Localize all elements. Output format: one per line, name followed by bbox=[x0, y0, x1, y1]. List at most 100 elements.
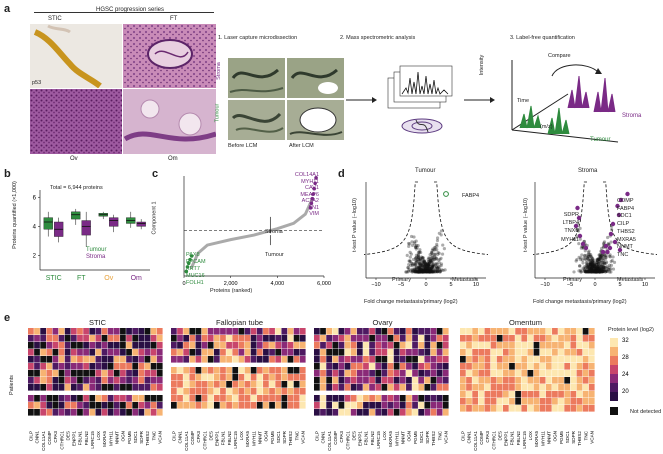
d-point bbox=[425, 267, 429, 271]
heatmap-cell bbox=[126, 328, 132, 335]
heatmap-cell bbox=[275, 381, 282, 388]
heatmap-cell bbox=[344, 335, 351, 342]
d-point bbox=[417, 270, 421, 274]
d-point bbox=[607, 254, 612, 258]
heatmap-cell bbox=[326, 363, 333, 370]
heatmap-cell bbox=[293, 381, 300, 388]
heatmap-cell bbox=[46, 409, 53, 416]
d-point bbox=[424, 266, 428, 270]
d-point bbox=[596, 258, 600, 262]
heatmap-cell bbox=[281, 356, 288, 363]
intensity-label: Intensity bbox=[479, 54, 486, 76]
heatmap-cell bbox=[120, 363, 126, 370]
heatmap-gene-label: LRRC15 bbox=[376, 431, 381, 449]
d-point bbox=[591, 261, 596, 265]
heatmap-cell bbox=[77, 328, 83, 335]
heatmap-cell bbox=[195, 374, 202, 381]
heatmap-cell bbox=[472, 391, 479, 398]
heatmap-cell bbox=[275, 335, 282, 342]
heatmap-cell bbox=[552, 349, 558, 356]
heatmap-cell bbox=[381, 377, 388, 384]
heatmap-cell bbox=[52, 402, 59, 409]
d-point bbox=[584, 269, 589, 273]
d-point bbox=[415, 270, 419, 274]
d-point bbox=[418, 256, 422, 260]
heatmap-cell bbox=[338, 370, 345, 377]
d-point bbox=[419, 270, 423, 274]
heatmap-cell bbox=[412, 409, 418, 416]
d-point bbox=[427, 263, 431, 267]
d-point bbox=[594, 269, 598, 273]
d-stroma-hit bbox=[605, 249, 610, 255]
d-point bbox=[589, 261, 594, 265]
heatmap-cell bbox=[226, 395, 232, 402]
d-point bbox=[426, 270, 430, 274]
heatmap-cell bbox=[533, 398, 540, 405]
d-point bbox=[609, 270, 613, 274]
heatmap-gene-label: VCAN bbox=[443, 431, 448, 444]
heatmap-cell bbox=[107, 384, 114, 391]
heatmap-cell bbox=[552, 328, 558, 335]
heatmap-cell bbox=[478, 335, 485, 342]
heatmap-cell bbox=[40, 384, 47, 391]
heatmap-cell bbox=[232, 381, 239, 388]
d-point bbox=[580, 253, 584, 257]
heatmap-gene-label: CPA3 bbox=[485, 431, 490, 443]
heatmap-cell bbox=[52, 356, 59, 363]
heatmap-cell bbox=[502, 405, 509, 412]
d-point bbox=[431, 247, 435, 251]
heatmap-cell bbox=[515, 405, 521, 412]
heatmap-cell bbox=[299, 395, 306, 402]
heatmap-gene-label: FBLN1 bbox=[78, 431, 83, 446]
heatmap-cell bbox=[150, 349, 157, 356]
d-point bbox=[428, 256, 432, 260]
d-point bbox=[426, 263, 430, 267]
heatmap-cell bbox=[120, 349, 126, 356]
heatmap-cell bbox=[189, 374, 196, 381]
heatmap-cell bbox=[126, 402, 132, 409]
heatmap-cell bbox=[502, 384, 509, 391]
d-point bbox=[594, 270, 598, 274]
heatmap-cell bbox=[576, 328, 583, 335]
heatmap-gene-label: MXRA5 bbox=[388, 431, 393, 447]
d-point bbox=[425, 268, 429, 273]
heatmap-cell bbox=[207, 367, 214, 374]
heatmap-cell bbox=[484, 363, 491, 370]
ov-label: Ov bbox=[70, 156, 78, 162]
heatmap-cell bbox=[496, 384, 503, 391]
heatmap-cell bbox=[338, 356, 345, 363]
d-point bbox=[584, 269, 588, 273]
c-top-gene: MYH11 bbox=[301, 178, 319, 185]
d-point bbox=[421, 269, 425, 273]
heatmap-cell bbox=[552, 405, 558, 412]
heatmap-cell bbox=[387, 335, 394, 342]
heatmap-cell bbox=[490, 363, 497, 370]
d-point bbox=[590, 268, 595, 273]
heatmap-cell bbox=[95, 342, 102, 349]
d-point bbox=[413, 269, 418, 274]
d-point bbox=[436, 269, 440, 274]
heatmap-cell bbox=[478, 356, 485, 363]
d-point bbox=[408, 269, 413, 273]
d-point bbox=[599, 266, 604, 270]
heatmap-cell bbox=[126, 363, 132, 370]
heatmap-cell bbox=[381, 349, 388, 356]
heatmap-gene-label: FBLN1 bbox=[364, 431, 369, 446]
heatmap-cell bbox=[287, 381, 294, 388]
heatmap-cell bbox=[460, 370, 466, 377]
heatmap-cell bbox=[120, 370, 126, 377]
d-point bbox=[420, 268, 424, 272]
d-point bbox=[595, 270, 599, 274]
d-point bbox=[422, 260, 426, 264]
heatmap-cell bbox=[256, 356, 263, 363]
heatmap-cell bbox=[387, 342, 394, 349]
heatmap-cell bbox=[460, 342, 466, 349]
d-point bbox=[407, 259, 411, 263]
d-point bbox=[591, 262, 595, 266]
d-point bbox=[424, 270, 428, 274]
d-point bbox=[599, 255, 603, 259]
heatmap-cell bbox=[564, 398, 571, 405]
d-point bbox=[419, 255, 424, 259]
heatmap-cell bbox=[350, 349, 357, 356]
d-point bbox=[592, 265, 596, 269]
